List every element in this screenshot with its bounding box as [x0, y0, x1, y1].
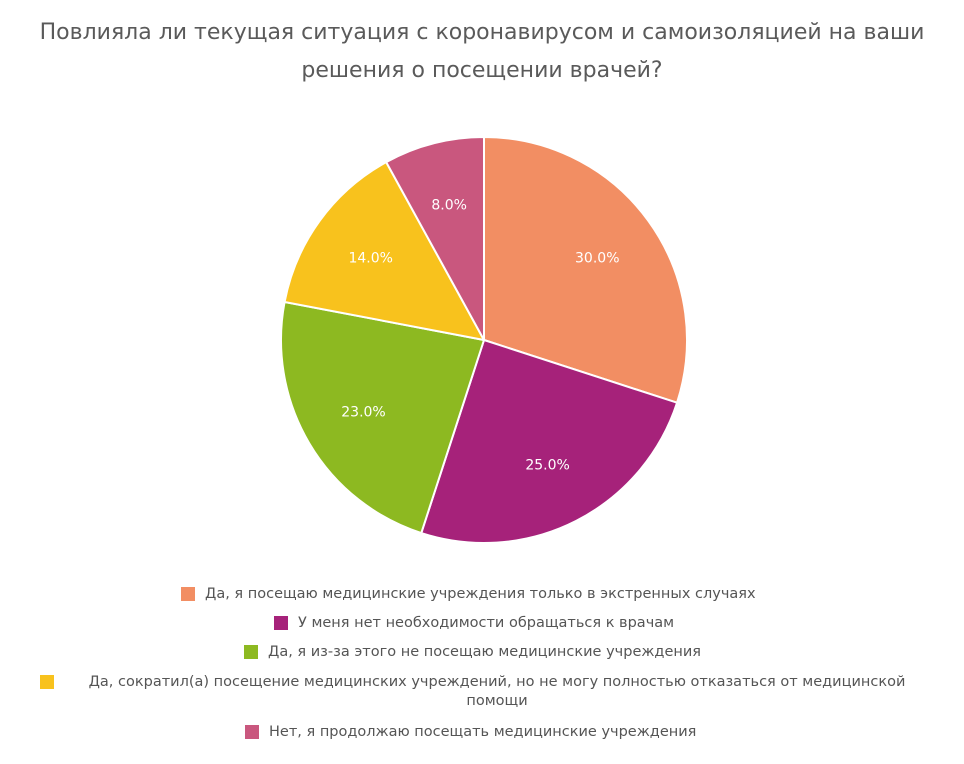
- legend-label: Да, я из-за этого не посещаю медицинские…: [268, 644, 701, 660]
- pie-slice-4[interactable]: [384, 135, 485, 341]
- legend-item-not-visiting[interactable]: Да, я из-за этого не посещаю медицинские…: [244, 643, 744, 662]
- slice-value-label-1: 25.0%: [525, 458, 569, 474]
- slice-value-label-2: 23.0%: [341, 404, 385, 420]
- pie-chart: 30.0% 25.0% 23.0% 14.0% 8.0%: [280, 135, 688, 544]
- legend-label: Да, сократил(а) посещение медицинских уч…: [88, 674, 906, 709]
- legend-item-no-need[interactable]: У меня нет необходимости обращаться к вр…: [274, 614, 734, 633]
- legend-swatch: [244, 645, 258, 659]
- slice-value-label-0: 30.0%: [575, 251, 619, 267]
- legend-swatch: [181, 587, 195, 601]
- legend-label: Нет, я продолжаю посещать медицинские уч…: [269, 724, 697, 740]
- pie-slice-3[interactable]: [283, 160, 486, 342]
- legend-swatch: [245, 725, 259, 739]
- legend-item-reduced[interactable]: Да, сократил(а) посещение медицинских уч…: [40, 673, 930, 711]
- chart-title-line-1: Повлияла ли текущая ситуация с коронавир…: [39, 20, 925, 45]
- legend-swatch: [274, 616, 288, 630]
- legend-item-continue[interactable]: Нет, я продолжаю посещать медицинские уч…: [245, 723, 745, 742]
- legend-swatch: [40, 675, 54, 689]
- pie-slice-0[interactable]: [483, 135, 688, 404]
- chart-title: Повлияла ли текущая ситуация с коронавир…: [0, 14, 964, 90]
- slice-value-label-3: 14.0%: [348, 251, 392, 267]
- slice-value-label-4: 8.0%: [431, 197, 467, 213]
- pie-slice-1[interactable]: [420, 338, 679, 544]
- legend-label: Да, я посещаю медицинские учреждения тол…: [205, 586, 756, 602]
- pie-slice-2[interactable]: [280, 300, 486, 535]
- legend-label: У меня нет необходимости обращаться к вр…: [298, 615, 675, 631]
- legend-item-emergency-only[interactable]: Да, я посещаю медицинские учреждения тол…: [181, 585, 801, 604]
- chart-title-line-2: решения о посещении врачей?: [301, 58, 663, 83]
